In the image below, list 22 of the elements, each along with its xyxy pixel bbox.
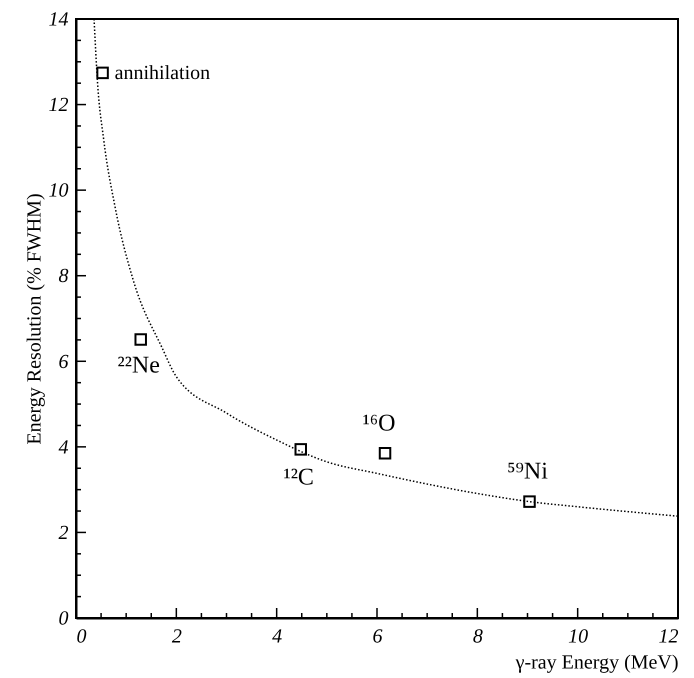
y-tick-label: 8 <box>58 265 68 288</box>
x-tick-label: 0 <box>76 626 86 648</box>
x-tick-label: 2 <box>172 626 182 648</box>
y-tick-label: 4 <box>58 436 68 458</box>
x-tick-label: 12 <box>658 626 678 648</box>
annotation: ²²Ne <box>118 352 160 378</box>
y-tick-label: 10 <box>48 180 68 202</box>
x-tick-label: 8 <box>472 626 483 648</box>
x-tick-label: 10 <box>568 626 588 648</box>
y-tick-label: 0 <box>58 608 68 630</box>
y-tick-label: 12 <box>48 94 68 116</box>
y-axis-title: Energy Resolution (% FWHM) <box>24 193 46 445</box>
x-tick-label: 6 <box>372 626 382 648</box>
y-tick-label: 2 <box>58 522 68 544</box>
x-tick-label: 4 <box>272 626 282 648</box>
annotation: ¹⁶O <box>362 410 396 436</box>
y-tick-label: 14 <box>48 8 68 30</box>
annotation: ⁵⁹Ni <box>507 458 548 485</box>
y-tick-label: 6 <box>58 350 68 373</box>
x-axis-title: γ-ray Energy (MeV) <box>514 652 678 674</box>
annotation: ¹²C <box>284 464 314 490</box>
annotation: annihilation <box>114 62 210 84</box>
